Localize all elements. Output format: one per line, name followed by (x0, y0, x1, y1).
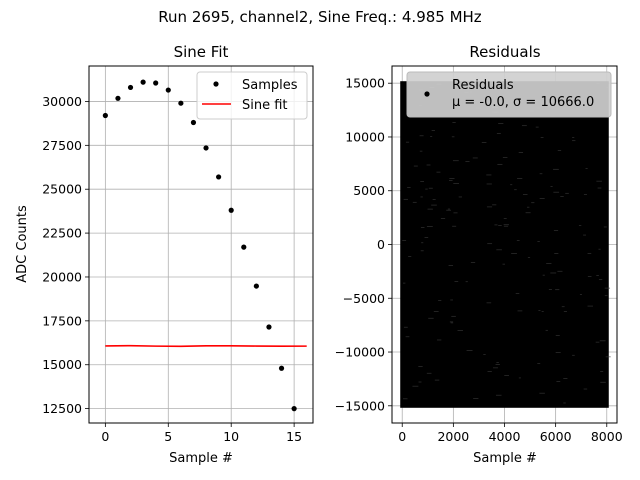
residuals-point-cloud (400, 81, 609, 408)
x-tick-label: 15 (286, 429, 302, 444)
x-tick-label: 4000 (489, 429, 521, 444)
sample-point (115, 95, 121, 101)
residuals-title: Residuals (469, 43, 540, 61)
y-tick-label: 27500 (42, 138, 82, 153)
legend-residuals-stats: μ = -0.0, σ = 10666.0 (452, 95, 594, 110)
sample-point (178, 100, 184, 106)
sample-point (127, 84, 134, 91)
sample-point (241, 244, 247, 250)
sample-point (228, 207, 234, 213)
x-tick-label: 5 (164, 429, 172, 444)
y-tick-label: 15000 (42, 357, 82, 372)
y-tick-label: 30000 (42, 94, 82, 109)
legend-samples-label: Samples (242, 78, 298, 93)
sample-point (153, 80, 159, 86)
sine-fit-xlabel: Sample # (169, 451, 233, 466)
y-tick-label: −10000 (335, 345, 385, 360)
x-tick-label: 10 (223, 429, 239, 444)
sine-fit-title: Sine Fit (174, 43, 229, 61)
x-tick-label: 0 (101, 429, 109, 444)
figure-suptitle: Run 2695, channel2, Sine Freq.: 4.985 MH… (158, 8, 482, 26)
sine-fit-line (105, 344, 307, 348)
y-tick-label: 5000 (353, 183, 385, 198)
residuals-axes: 0 2000 4000 6000 8000 −15000 −10000 −5000 0 5000 1… (335, 43, 623, 466)
sample-point (253, 283, 259, 289)
y-tick-label: 15000 (345, 76, 385, 91)
x-tick-label: 6000 (540, 429, 572, 444)
sine-fit-grid (89, 66, 313, 423)
y-tick-label: 17500 (42, 313, 82, 328)
sample-point (190, 119, 197, 126)
y-tick-label: 20000 (42, 269, 82, 284)
residuals-xlabel: Sample # (473, 451, 537, 466)
y-tick-label: 25000 (42, 182, 82, 197)
sample-point (291, 406, 297, 412)
sample-point (102, 112, 108, 119)
sine-fit-data-layer (102, 79, 307, 412)
residuals-data-layer (400, 81, 611, 408)
sample-point (140, 79, 146, 85)
y-tick-label: 22500 (42, 226, 82, 241)
x-tick-label: 0 (398, 429, 406, 444)
legend-residuals-label: Residuals (452, 78, 514, 93)
sample-point (165, 87, 171, 93)
residuals-legend: Residuals μ = -0.0, σ = 10666.0 (406, 71, 612, 118)
sine-fit-axes: 0 5 10 15 12500 15000 17500 20000 22500 25000 2750… (15, 43, 314, 466)
sine-fit-legend-box (196, 71, 308, 120)
sine-fit-legend: Samples Sine fit (196, 71, 308, 120)
x-tick-label: 8000 (591, 429, 623, 444)
y-tick-label: −15000 (335, 398, 385, 413)
residuals-ticks: 0 2000 4000 6000 8000 −15000 −10000 −5000 0 5000 1… (335, 76, 623, 444)
x-tick-label: 2000 (437, 429, 469, 444)
legend-sine-fit-label: Sine fit (242, 98, 288, 113)
residuals-legend-box (406, 71, 612, 118)
sample-point (266, 324, 272, 330)
sine-fit-frame (88, 65, 314, 424)
y-tick-label: −5000 (343, 291, 385, 306)
y-tick-label: 10000 (345, 129, 385, 144)
sample-point (278, 365, 285, 371)
sine-fit-ylabel: ADC Counts (15, 205, 30, 283)
sine-fit-ticks: 0 5 10 15 12500 15000 17500 20000 22500 25000 2750… (42, 94, 302, 444)
legend-samples-marker (213, 81, 219, 87)
legend-residuals-marker (424, 91, 430, 97)
y-tick-label: 12500 (42, 401, 82, 416)
y-tick-label: 0 (377, 237, 385, 252)
sample-point (216, 174, 222, 180)
sample-point (203, 145, 209, 151)
